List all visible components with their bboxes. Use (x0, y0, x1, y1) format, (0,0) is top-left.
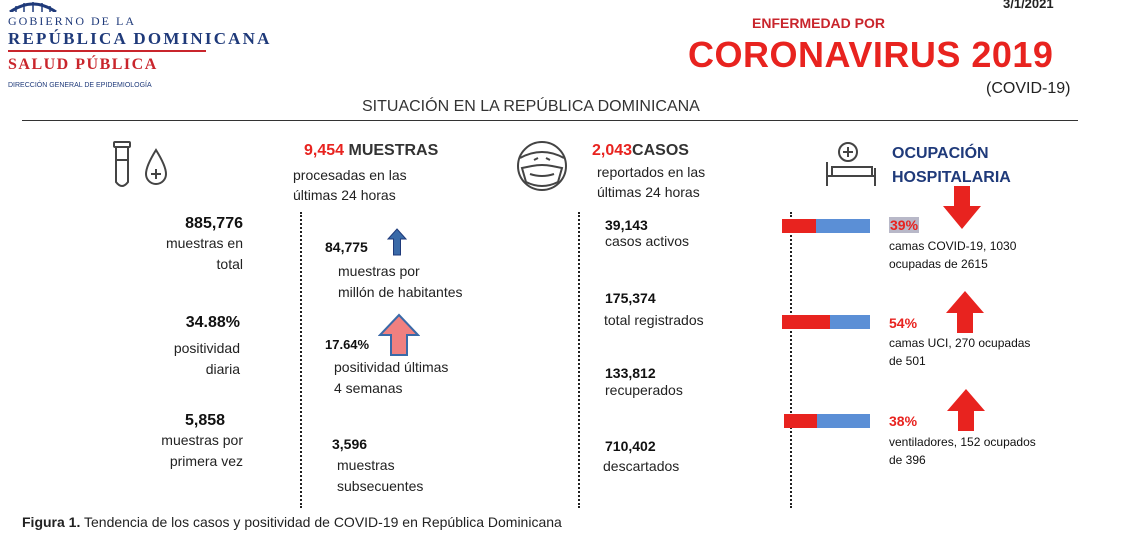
stat-label: casos activos (605, 233, 690, 249)
stat-value-subsecuentes: 3,596 (332, 436, 368, 452)
casos-title: CASOS (632, 142, 689, 159)
muestras-title: MUESTRAS (344, 142, 439, 159)
occupancy-label: camas COVID-19, 1030 (889, 239, 1017, 253)
stat-label: positividad últimas (334, 359, 449, 375)
stat-label: total registrados (604, 312, 704, 328)
column-separator (790, 212, 792, 508)
column-separator (578, 212, 580, 508)
section-title: SITUACIÓN EN LA REPÚBLICA DOMINICANA (362, 98, 700, 115)
occupancy-bar-ventiladores (784, 414, 870, 428)
stat-label: recuperados (605, 382, 683, 398)
stat-label: 4 semanas (334, 380, 403, 396)
occupancy-pct-ventiladores: 38% (889, 413, 918, 429)
stat-label: muestras por (161, 432, 243, 448)
occupancy-label: ocupadas de 2615 (889, 257, 988, 271)
stat-value-recuperados: 133,812 (605, 365, 656, 381)
occupancy-bar-covid (782, 219, 870, 233)
stat-label: muestras (337, 457, 395, 473)
stat-value-registrados: 175,374 (605, 290, 656, 306)
occupancy-bar-remaining (830, 315, 870, 329)
casos-sub-1: reportados en las (597, 164, 706, 180)
enfermedad-label: ENFERMEDAD POR (752, 15, 886, 31)
occupancy-label: de 396 (889, 453, 926, 467)
stat-label: total (216, 256, 243, 272)
stat-positividad-diaria: 34.88% positividad diaria (90, 314, 240, 380)
casos-header: 2,043CASOS (592, 142, 689, 160)
occupancy-label: de 501 (889, 354, 926, 368)
arrow-up-icon (387, 228, 407, 256)
stat-value: 34.88% (185, 314, 240, 331)
stat-label: descartados (603, 458, 680, 474)
arrow-up-icon (946, 291, 984, 333)
stat-label: diaria (205, 361, 240, 377)
stat-total-muestras: 885,776 muestras en total (90, 215, 243, 275)
direccion-label: DIRECCIÓN GENERAL DE EPIDEMIOLOGÍA (8, 82, 152, 89)
stat-label: primera vez (169, 453, 243, 469)
muestras-sub-2: últimas 24 horas (293, 187, 396, 203)
occupancy-label: camas UCI, 270 ocupadas (889, 336, 1031, 350)
occupancy-bar-fill (782, 315, 830, 329)
ocupacion-title-1: OCUPACIÓN (892, 145, 989, 162)
arrow-up-icon (378, 313, 420, 356)
masked-face-icon (517, 141, 567, 191)
occupancy-bar-uci (782, 315, 870, 329)
muestras-header: 9,454 MUESTRAS (304, 142, 438, 160)
caption-text: Tendencia de los casos y positividad de … (80, 514, 562, 530)
caption-label: Figura 1. (22, 514, 81, 530)
stat-primera-vez: 5,858 muestras por primera vez (90, 412, 243, 472)
stat-value-activos: 39,143 (605, 217, 648, 233)
occupancy-bar-remaining (817, 414, 870, 428)
gov-line-1: GOBIERNO DE LA (8, 14, 136, 28)
hospital-bed-icon (826, 142, 876, 186)
gov-line-2: REPÚBLICA DOMINICANA (8, 29, 272, 48)
stat-label: muestras en (165, 235, 243, 251)
occupancy-pct-covid: 39% (889, 217, 920, 233)
stat-label: millón de habitantes (338, 284, 463, 300)
stat-value: 5,858 (185, 412, 226, 429)
header-divider (22, 120, 1078, 121)
arrow-down-icon (943, 186, 981, 229)
logo-divider (8, 50, 206, 52)
stat-value-por-millon: 84,775 (325, 239, 368, 255)
column-separator (300, 212, 302, 508)
salud-publica-label: SALUD PÚBLICA (8, 56, 158, 73)
occupancy-pct-uci: 54% (889, 315, 918, 331)
ocupacion-title-2: HOSPITALARIA (892, 169, 1011, 186)
muestras-count: 9,454 (304, 142, 345, 159)
occupancy-label: ventiladores, 152 ocupados (889, 435, 1036, 449)
muestras-sub-1: procesadas en las (293, 167, 407, 183)
occupancy-bar-remaining (816, 219, 870, 233)
test-tube-blood-icon (113, 141, 168, 187)
stat-label: positividad (173, 340, 240, 356)
casos-count: 2,043 (592, 142, 633, 159)
stat-value-positividad-4sem: 17.64% (325, 337, 370, 352)
occupancy-bar-fill (782, 219, 816, 233)
casos-sub-2: últimas 24 horas (597, 184, 700, 200)
stat-value-descartados: 710,402 (605, 438, 656, 454)
stat-value: 885,776 (185, 215, 243, 232)
report-date: 3/1/2021 (1003, 0, 1054, 11)
occupancy-bar-fill (784, 414, 817, 428)
covid-label: (COVID-19) (986, 80, 1071, 97)
page-title: CORONAVIRUS 2019 (688, 34, 1054, 75)
stat-label: subsecuentes (337, 478, 424, 494)
arrow-up-icon (947, 389, 985, 431)
figure-caption: Figura 1. Tendencia de los casos y posit… (22, 514, 562, 530)
stat-label: muestras por (338, 263, 420, 279)
coat-of-arms-icon (9, 2, 57, 12)
